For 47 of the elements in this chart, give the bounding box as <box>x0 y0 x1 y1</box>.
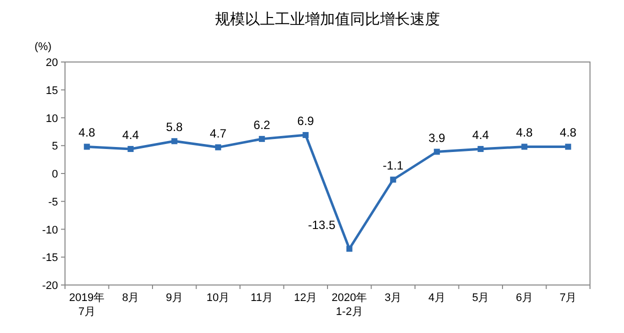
data-label: -13.5 <box>308 218 336 232</box>
x-tick-label: 10月 <box>206 292 230 304</box>
data-label: 6.9 <box>297 114 314 128</box>
y-tick-label: -20 <box>42 280 58 292</box>
y-tick-label: -5 <box>48 196 58 208</box>
y-tick-label: -10 <box>42 224 58 236</box>
x-tick-label: 11月 <box>250 292 274 304</box>
y-tick-label: 5 <box>52 140 58 153</box>
x-tick-label: 4月 <box>428 292 446 304</box>
x-tick-label: 6月 <box>516 292 533 304</box>
point <box>565 144 572 150</box>
data-label: 4.4 <box>472 128 490 142</box>
y-tick-label: -15 <box>42 252 58 264</box>
point <box>128 146 134 152</box>
point <box>84 144 90 150</box>
data-label: 3.9 <box>428 130 446 145</box>
chart-title: 规模以上工业增加值同比增长速度 <box>215 11 440 28</box>
x-tick-label: 7月 <box>560 292 577 304</box>
data-label: 4.8 <box>560 126 577 140</box>
point <box>434 148 440 155</box>
point <box>258 136 265 142</box>
data-label: 5.8 <box>166 120 184 134</box>
point <box>346 246 352 252</box>
point <box>521 144 528 150</box>
x-tick-label: 8月 <box>122 292 140 304</box>
x-tick-label: 9月 <box>166 292 183 304</box>
data-label: -1.1 <box>382 158 404 173</box>
y-tick-label: 15 <box>46 84 58 97</box>
data-label: 4.8 <box>516 126 534 140</box>
y-axis-title: (%) <box>34 41 52 53</box>
data-label: 4.8 <box>78 126 96 140</box>
point <box>302 132 309 138</box>
y-tick-label: 10 <box>46 112 58 125</box>
x-tick-label: 3月 <box>384 292 402 304</box>
x-tick-label: 2019年 7月 <box>69 292 105 318</box>
y-tick-label: 20 <box>46 57 58 69</box>
data-label: 4.7 <box>210 126 227 140</box>
data-label: 4.4 <box>122 128 140 142</box>
point <box>215 144 222 150</box>
point <box>478 146 484 152</box>
y-tick-label: 0 <box>52 168 58 180</box>
data-label: 6.2 <box>254 118 271 132</box>
point <box>390 176 396 183</box>
point <box>171 138 178 144</box>
x-tick-label: 2020年 1-2月 <box>332 292 368 318</box>
x-tick-label: 12月 <box>294 292 318 304</box>
x-tick-label: 5月 <box>472 292 490 304</box>
